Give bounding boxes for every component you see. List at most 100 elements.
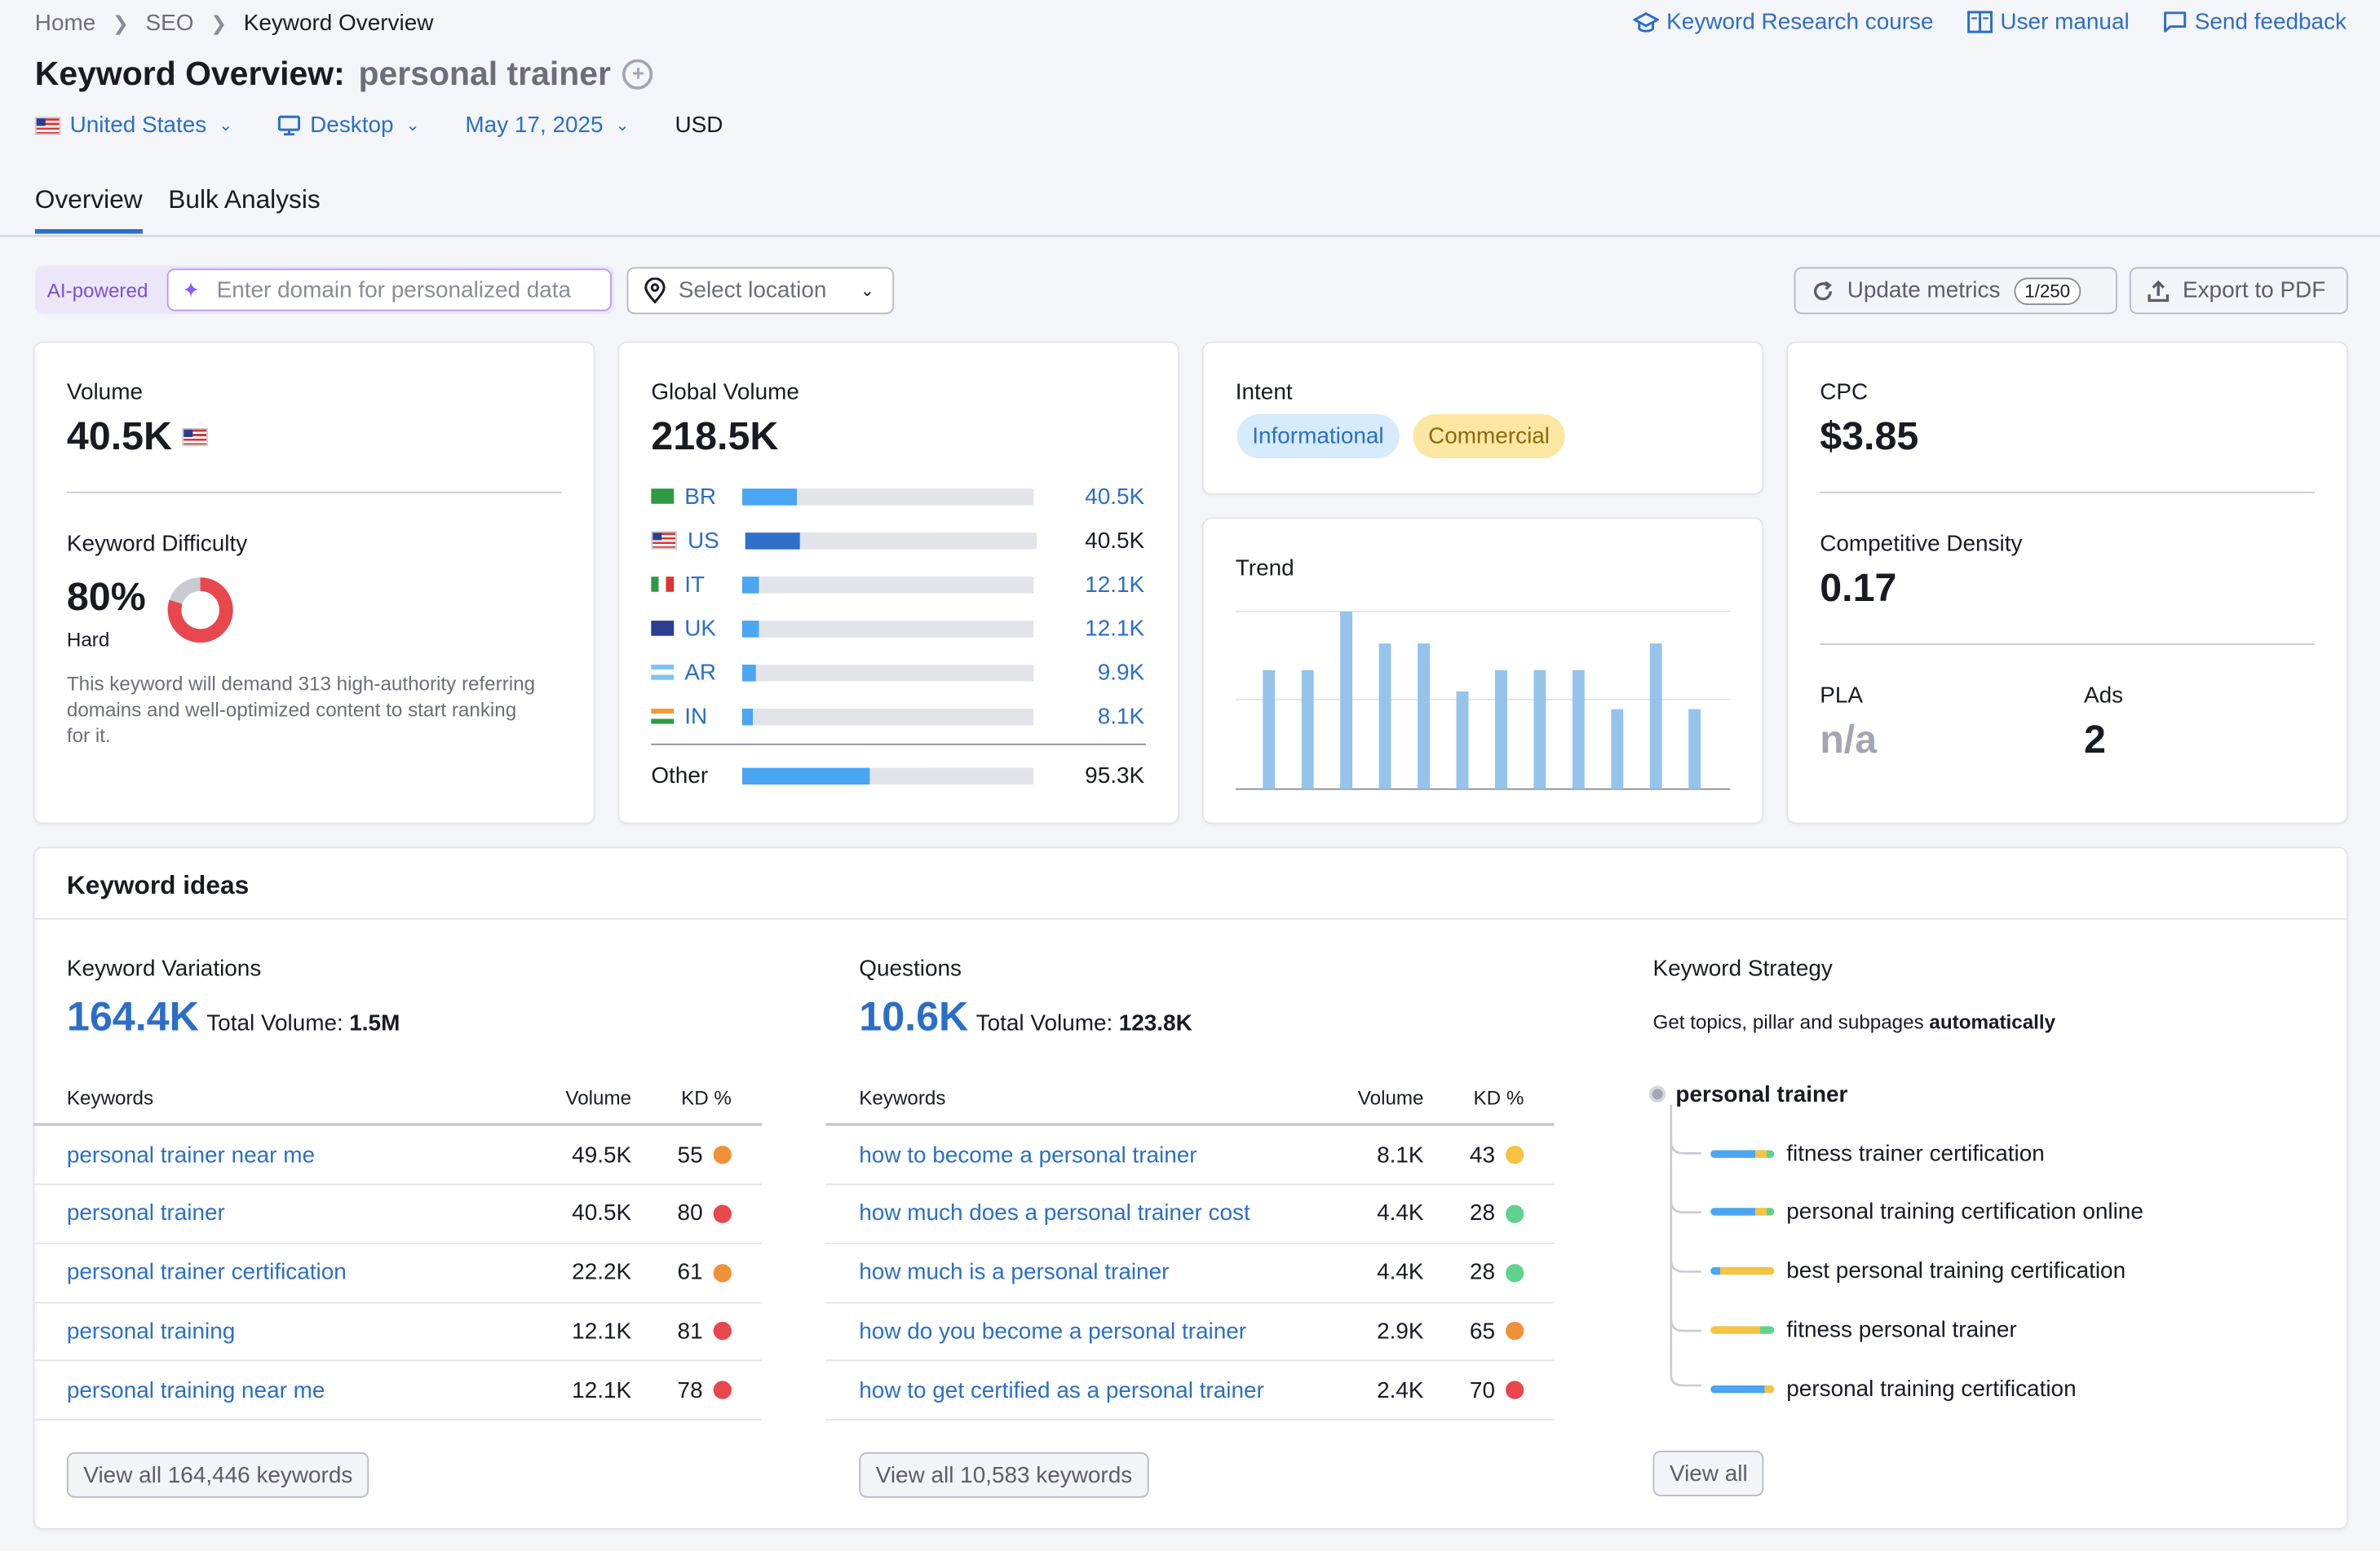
country-dropdown[interactable]: United States ⌄ [34, 112, 232, 139]
tab-overview[interactable]: Overview [34, 185, 143, 234]
trend-bar[interactable] [1340, 611, 1353, 789]
competitive-density-value: 0.17 [1820, 564, 1897, 611]
global-volume-row-br: BR 40.5K [651, 484, 1144, 509]
keyword-kd: 80 [677, 1200, 703, 1227]
export-pdf-button[interactable]: Export to PDF [2129, 267, 2348, 315]
strategy-subtopic[interactable]: personal training certification [1710, 1373, 2077, 1403]
keyword-link[interactable]: how much is a personal trainer [859, 1259, 1170, 1286]
trend-bar[interactable] [1418, 643, 1430, 789]
view-all-variations-button[interactable]: View all 164,446 keywords [66, 1452, 369, 1498]
ads-value[interactable]: 2 [2084, 716, 2106, 762]
intent-mix-bar [1710, 1149, 1775, 1157]
strategy-root-topic[interactable]: personal trainer [1675, 1081, 1848, 1108]
trend-bar[interactable] [1572, 669, 1585, 789]
country-code[interactable]: IT [684, 571, 706, 598]
location-select[interactable]: Select location ⌄ [626, 267, 895, 315]
strategy-subtopic-label: personal training certification [1786, 1376, 2077, 1402]
trend-bar[interactable] [1301, 669, 1314, 789]
total-volume-value: 1.5M [349, 1010, 400, 1036]
send-feedback-link[interactable]: Send feedback [2163, 9, 2347, 35]
keyword-link[interactable]: personal training near me [66, 1377, 325, 1403]
tab-bulk-analysis[interactable]: Bulk Analysis [168, 185, 321, 214]
view-all-strategy-button[interactable]: View all [1652, 1451, 1765, 1496]
date-dropdown[interactable]: May 17, 2025 ⌄ [465, 113, 629, 139]
table-row: personal trainer certification 22.2K 61 [33, 1244, 763, 1303]
update-metrics-button[interactable]: Update metrics 1/250 [1794, 267, 2117, 315]
domain-input[interactable] [213, 275, 599, 305]
location-pin-icon [644, 277, 666, 304]
country-value: United States [69, 112, 207, 139]
strategy-subtopic[interactable]: fitness trainer certification [1710, 1138, 2045, 1169]
keyword-volume: 8.1K [1377, 1142, 1424, 1168]
country-code[interactable]: IN [684, 703, 708, 730]
trend-bar[interactable] [1494, 669, 1507, 789]
keyword-link[interactable]: how much does a personal trainer cost [859, 1200, 1250, 1227]
country-volume[interactable]: 9.9K [1097, 659, 1145, 686]
update-metrics-count: 1/250 [2014, 276, 2081, 305]
strategy-subtopic[interactable]: fitness personal trainer [1710, 1315, 2017, 1345]
volume-label: Volume [66, 379, 144, 405]
keyword-research-course-link[interactable]: Keyword Research course [1633, 9, 1934, 35]
strategy-subtopic[interactable]: personal training certification online [1710, 1197, 2143, 1227]
keyword-link[interactable]: personal trainer certification [66, 1259, 347, 1286]
trend-bar[interactable] [1611, 709, 1624, 789]
update-metrics-label: Update metrics [1847, 277, 2001, 304]
volume-bar-fill [741, 664, 756, 681]
page-title-keyword: personal trainer [358, 54, 611, 93]
user-manual-link[interactable]: User manual [1966, 9, 2130, 35]
trend-bar[interactable] [1533, 669, 1546, 789]
table-row: how do you become a personal trainer 2.9K… [825, 1302, 1555, 1362]
questions-count[interactable]: 10.6K [859, 993, 969, 1040]
kd-level: Hard [66, 628, 110, 652]
trend-bar[interactable] [1378, 643, 1391, 789]
country-code[interactable]: US [687, 527, 719, 554]
country-code[interactable]: AR [684, 659, 717, 686]
keyword-kd: 28 [1469, 1259, 1495, 1286]
country-volume[interactable]: 12.1K [1085, 571, 1145, 598]
device-dropdown[interactable]: Desktop ⌄ [278, 113, 420, 138]
table-row: how much does a personal trainer cost 4.4… [825, 1185, 1555, 1244]
keyword-link[interactable]: personal training [66, 1318, 236, 1345]
country-code[interactable]: UK [684, 615, 717, 642]
ai-powered-label: AI-powered [46, 279, 148, 303]
breadcrumb-home[interactable]: Home [34, 11, 96, 37]
table-row: personal training near me 12.1K 78 [33, 1362, 763, 1421]
divider [33, 1123, 763, 1126]
col-header-keywords: Keywords [859, 1086, 946, 1110]
kd-description: This keyword will demand 313 high-author… [66, 672, 536, 747]
add-keyword-plus-icon[interactable]: + [622, 59, 654, 90]
keyword-link[interactable]: how do you become a personal trainer [859, 1318, 1247, 1345]
keyword-link[interactable]: how to become a personal trainer [859, 1142, 1197, 1168]
breadcrumb-seo[interactable]: SEO [145, 11, 194, 37]
send-feedback-label: Send feedback [2194, 9, 2347, 35]
country-code[interactable]: BR [684, 483, 717, 510]
trend-label: Trend [1235, 555, 1294, 581]
page-title-prefix: Keyword Overview: [34, 54, 345, 93]
trend-chart [1235, 611, 1731, 790]
keyword-link[interactable]: personal trainer near me [66, 1142, 315, 1168]
strategy-tree-lines [1648, 1085, 1702, 1387]
total-volume-label: Total Volume: [206, 1010, 343, 1036]
volume-bar-track [741, 620, 1034, 637]
keyword-link[interactable]: personal trainer [66, 1200, 225, 1227]
trend-bar[interactable] [1688, 709, 1701, 789]
trend-bar[interactable] [1649, 643, 1662, 789]
keyword-link[interactable]: how to get certified as a personal train… [859, 1377, 1264, 1403]
keyword-volume: 2.9K [1377, 1318, 1424, 1345]
country-volume[interactable]: 40.5K [1085, 483, 1145, 510]
trend-bar[interactable] [1263, 669, 1276, 789]
keyword-volume: 49.5K [572, 1142, 632, 1168]
volume-bar-fill [741, 708, 754, 725]
trend-bar[interactable] [1456, 691, 1469, 789]
view-all-questions-button[interactable]: View all 10,583 keywords [859, 1452, 1149, 1498]
table-row: personal trainer near me 49.5K 55 [33, 1126, 763, 1186]
ai-domain-box: AI-powered ✦ [34, 265, 615, 315]
currency-label: USD [675, 112, 723, 139]
keyword-variations-count[interactable]: 164.4K [66, 993, 199, 1040]
volume-bar-track [741, 708, 1034, 725]
kd-indicator-dot [1506, 1145, 1524, 1164]
chevron-right-icon: ❯ [210, 11, 228, 34]
strategy-subtopic[interactable]: best personal training certification [1710, 1256, 2126, 1286]
country-volume[interactable]: 12.1K [1085, 615, 1145, 642]
country-volume[interactable]: 8.1K [1097, 703, 1145, 730]
